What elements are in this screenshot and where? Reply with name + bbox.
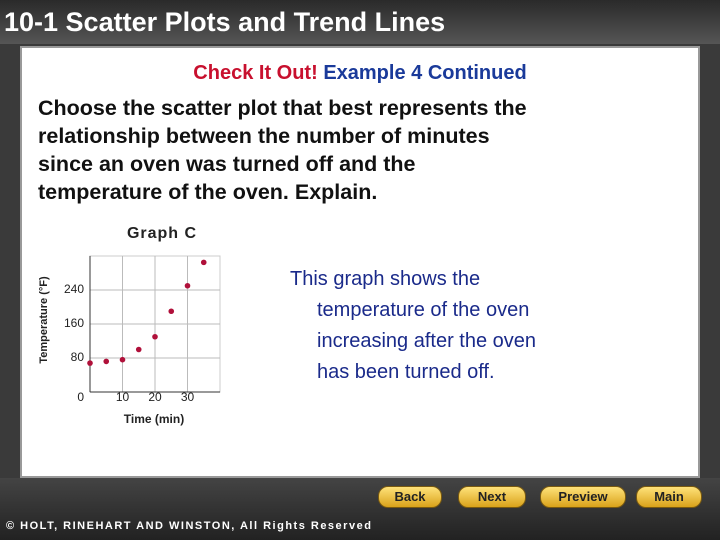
bottom-bar: Back Next Preview Main © HOLT, RINEHART … [0,478,720,540]
y-axis-label: Temperature (°F) [38,276,50,364]
y-tick-label: 240 [64,282,84,296]
explanation: This graph shows the temperature of the … [290,264,536,388]
explanation-line: This graph shows the [290,268,481,290]
question-line: relationship between the number of minut… [38,124,490,148]
content-panel: Check It Out! Example 4 Continued Choose… [20,46,700,478]
data-point [168,308,175,315]
next-button[interactable]: Next [458,486,526,508]
question-line: since an oven was turned off and the [38,152,416,176]
explanation-line: has been turned off. [317,361,495,383]
graph: Graph C Time (min) Temperature (°F) 80 16… [38,225,221,426]
y-tick-label: 160 [64,316,84,330]
data-point [87,360,93,366]
explanation-line: increasing after the oven [317,330,537,352]
data-point [152,333,158,340]
question: Choose the scatter plot that best repres… [38,94,527,206]
footer: © HOLT, RINEHART AND WINSTON, All Rights… [6,520,373,532]
x-tick-label: 30 [181,390,195,404]
question-line: Choose the scatter plot that best repres… [38,96,527,120]
data-point [119,356,126,363]
question-line: temperature of the oven. Explain. [38,180,378,204]
x-tick-label: 0 [77,390,84,404]
main-button[interactable]: Main [636,486,702,508]
x-tick-label: 20 [148,390,162,404]
data-point [135,346,142,353]
data-point [184,282,191,289]
header-title: 10-1 Scatter Plots and Trend Lines [0,0,720,44]
subtitle-lead: Check It Out! [193,62,318,84]
subtitle: Check It Out! Example 4 Continued [22,62,698,85]
explanation-line: temperature of the oven [317,299,530,321]
x-axis-label: Time (min) [124,412,184,426]
data-point [103,358,110,365]
subtitle-rest: Example 4 Continued [323,62,527,84]
preview-button[interactable]: Preview [540,486,626,508]
data-point [200,259,207,266]
back-button[interactable]: Back [378,486,442,508]
y-tick-label: 80 [71,350,85,364]
x-tick-label: 10 [116,390,130,404]
graph-title: Graph C [127,225,197,242]
